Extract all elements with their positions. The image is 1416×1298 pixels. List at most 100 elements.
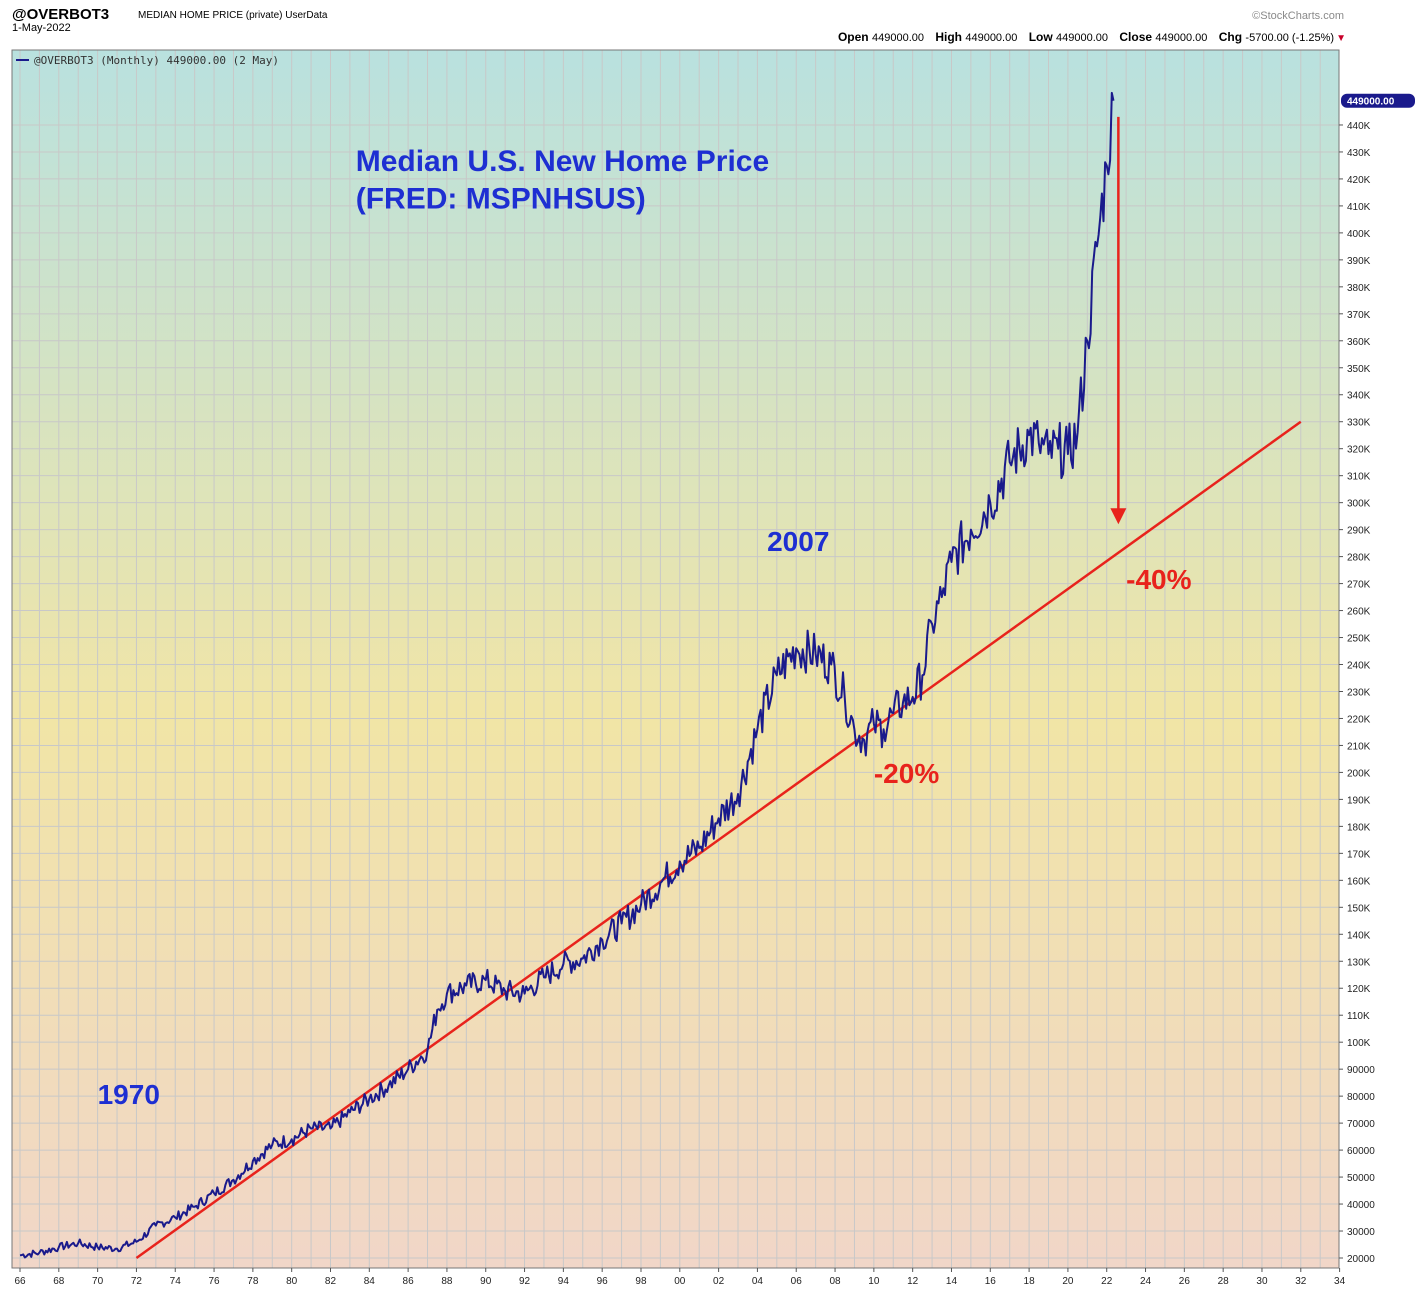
chg-down-icon: ▼: [1336, 33, 1346, 44]
chart-date: 1-May-2022: [12, 22, 71, 34]
legend-label: @OVERBOT3 (Monthly) 449000.00 (2 May): [34, 54, 279, 67]
y-tick-label: 40000: [1347, 1200, 1375, 1211]
y-tick-label: 180K: [1347, 822, 1371, 833]
low-value: 449000.00: [1056, 32, 1109, 44]
y-tick-label: 60000: [1347, 1146, 1375, 1157]
y-tick-label: 150K: [1347, 903, 1371, 914]
open-label: Open: [837, 30, 869, 44]
y-tick-label: 190K: [1347, 795, 1371, 806]
high-value: 449000.00: [965, 32, 1018, 44]
y-tick-label: 360K: [1347, 337, 1371, 348]
y-tick-label: 90000: [1347, 1065, 1375, 1076]
x-tick-label: 10: [868, 1276, 880, 1287]
y-tick-label: 170K: [1347, 849, 1371, 860]
annotation-layer: Median U.S. New Home Price (FRED: MSPNHSU…: [98, 145, 1192, 1110]
x-tick-label: 66: [14, 1276, 26, 1287]
y-tick-label: 410K: [1347, 202, 1371, 213]
y-tick-label: 50000: [1347, 1173, 1375, 1184]
annotation-text: 2007: [767, 526, 829, 557]
x-tick-label: 14: [946, 1276, 958, 1287]
x-tick-label: 68: [53, 1276, 65, 1287]
x-tick-label: 16: [985, 1276, 997, 1287]
down-arrow-head: [1110, 508, 1127, 525]
y-tick-label: 250K: [1347, 634, 1371, 645]
y-tick-label: 70000: [1347, 1119, 1375, 1130]
y-tick-label: 160K: [1347, 876, 1371, 887]
x-tick-label: 98: [635, 1276, 647, 1287]
y-tick-label: 100K: [1347, 1038, 1371, 1049]
y-tick-label: 210K: [1347, 741, 1371, 752]
x-tick-label: 92: [519, 1276, 531, 1287]
x-tick-label: 02: [713, 1276, 725, 1287]
y-tick-label: 240K: [1347, 661, 1371, 672]
x-tick-label: 84: [364, 1276, 376, 1287]
x-tick-label: 96: [597, 1276, 609, 1287]
last-value-layer: 449000.00: [1341, 93, 1415, 108]
y-tick-label: 130K: [1347, 957, 1371, 968]
y-tick-label: 200K: [1347, 768, 1371, 779]
annotation-text: (FRED: MSPNHSUS): [356, 183, 646, 216]
y-axis: 20000 30000 40000 50000 60000 70000 80000 90000…: [1339, 121, 1375, 1265]
x-tick-label: 72: [131, 1276, 143, 1287]
x-tick-label: 18: [1024, 1276, 1036, 1287]
y-tick-label: 310K: [1347, 472, 1371, 483]
x-tick-label: 86: [403, 1276, 415, 1287]
y-tick-label: 80000: [1347, 1092, 1375, 1103]
arrow-layer: [1110, 116, 1127, 525]
x-tick-label: 88: [441, 1276, 453, 1287]
annotation-text: -40%: [1126, 564, 1191, 595]
y-tick-label: 300K: [1347, 499, 1371, 510]
x-tick-label: 06: [791, 1276, 803, 1287]
x-tick-label: 22: [1101, 1276, 1113, 1287]
y-tick-label: 340K: [1347, 391, 1371, 402]
y-tick-label: 420K: [1347, 175, 1371, 186]
series-line: [19, 91, 1115, 1259]
y-tick-label: 110K: [1347, 1011, 1370, 1022]
last-value-label: 449000.00: [1347, 97, 1395, 108]
chart-description: MEDIAN HOME PRICE (private) UserData: [138, 10, 328, 21]
ohlc-readout: Open 449000.00 High 449000.00 Low 449000…: [838, 30, 1346, 44]
x-tick-label: 32: [1295, 1276, 1307, 1287]
close-value: 449000.00: [1155, 32, 1208, 44]
x-tick-label: 94: [558, 1276, 570, 1287]
open-value: 449000.00: [871, 32, 924, 44]
x-tick-label: 08: [829, 1276, 841, 1287]
annotation-text: -20%: [874, 758, 939, 789]
y-tick-label: 350K: [1347, 364, 1371, 375]
x-tick-label: 80: [286, 1276, 298, 1287]
y-tick-label: 330K: [1347, 418, 1371, 429]
x-tick-label: 24: [1140, 1276, 1152, 1287]
x-tick-label: 30: [1256, 1276, 1268, 1287]
y-tick-label: 260K: [1347, 607, 1371, 618]
y-tick-label: 320K: [1347, 445, 1371, 456]
annotation-text: 1970: [98, 1079, 160, 1110]
y-tick-label: 30000: [1347, 1227, 1375, 1238]
x-tick-label: 74: [170, 1276, 182, 1287]
y-tick-label: 280K: [1347, 553, 1371, 564]
x-tick-label: 90: [480, 1276, 492, 1287]
legend: @OVERBOT3 (Monthly) 449000.00 (2 May): [16, 54, 279, 67]
y-tick-label: 400K: [1347, 229, 1371, 240]
last-value-badge: [1341, 93, 1415, 108]
y-tick-label: 220K: [1347, 714, 1371, 725]
low-label: Low: [1028, 30, 1053, 44]
x-tick-label: 70: [92, 1276, 104, 1287]
x-tick-label: 28: [1218, 1276, 1230, 1287]
y-tick-label: 430K: [1347, 148, 1371, 159]
x-tick-label: 76: [208, 1276, 220, 1287]
y-tick-label: 290K: [1347, 526, 1371, 537]
chart-symbol: @OVERBOT3: [12, 6, 110, 23]
chg-value: -5700.00 (-1.25%): [1245, 32, 1335, 44]
y-tick-label: 140K: [1347, 930, 1371, 941]
x-tick-label: 82: [325, 1276, 337, 1287]
chg-label: Chg: [1218, 30, 1243, 44]
close-label: Close: [1119, 30, 1153, 44]
y-tick-label: 120K: [1347, 984, 1371, 995]
y-tick-label: 230K: [1347, 687, 1371, 698]
x-tick-label: 04: [752, 1276, 764, 1287]
high-label: High: [935, 30, 962, 44]
annotation-text: Median U.S. New Home Price: [356, 145, 769, 178]
plot-border: [11, 49, 1340, 1269]
x-tick-label: 26: [1179, 1276, 1191, 1287]
